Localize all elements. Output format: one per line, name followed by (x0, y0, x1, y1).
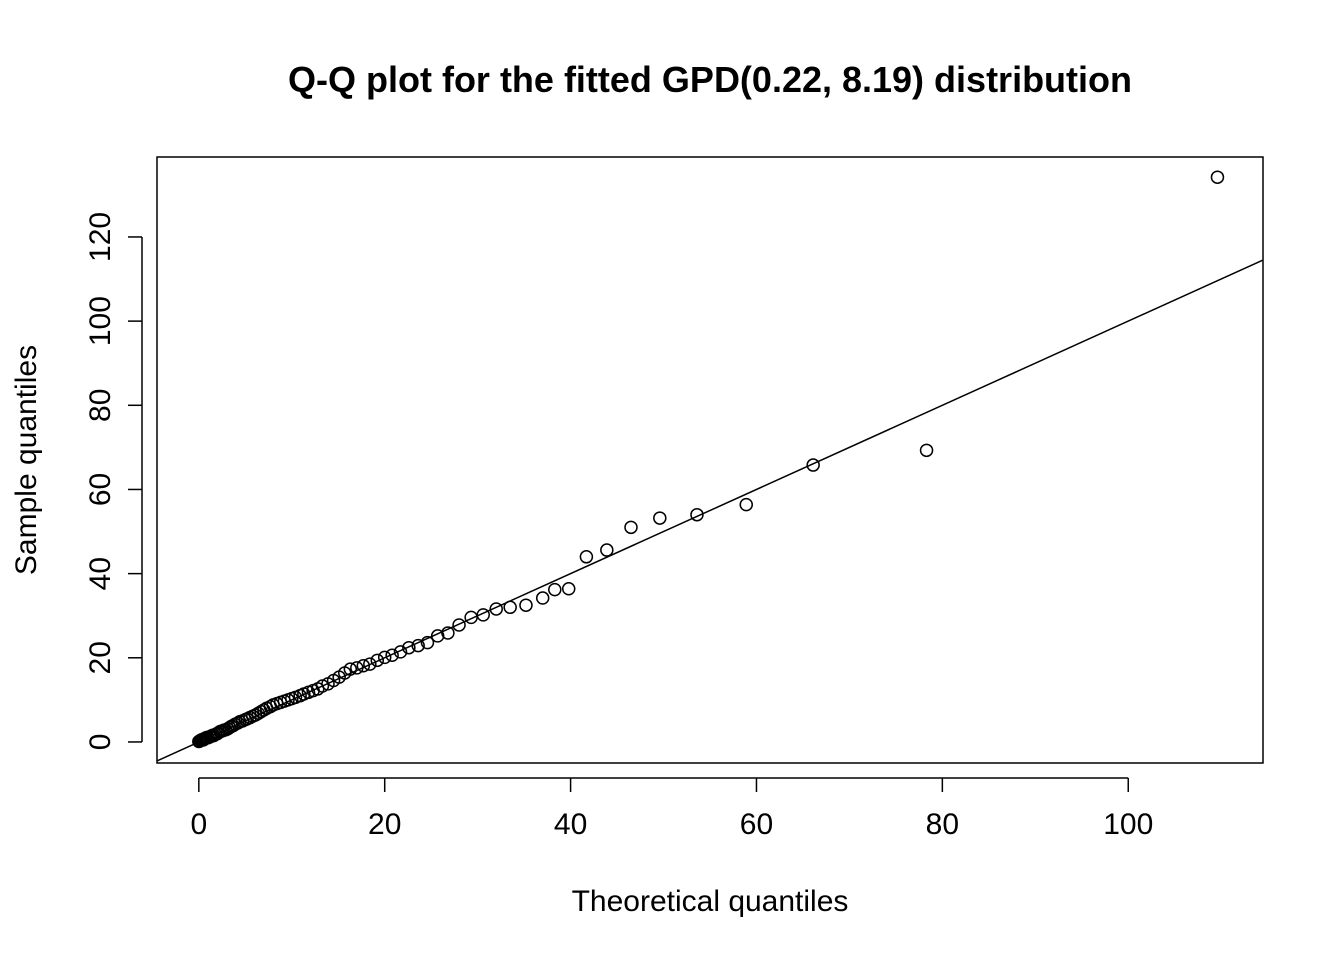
data-point (343, 662, 358, 676)
y-tick-label: 0 (84, 734, 117, 751)
data-point (385, 648, 399, 663)
data-point (503, 600, 517, 615)
x-axis-label: Theoretical quantiles (572, 885, 849, 918)
x-tick-label: 0 (190, 808, 207, 841)
data-point (806, 458, 820, 472)
y-tick-label: 20 (84, 641, 117, 674)
data-point (441, 626, 455, 640)
data-point (519, 598, 533, 612)
data-point (393, 645, 408, 659)
data-point (561, 582, 576, 596)
data-point (690, 507, 704, 522)
x-tick-label: 60 (740, 808, 773, 841)
data-point (919, 443, 934, 458)
data-point (653, 511, 667, 525)
data-point (350, 661, 364, 675)
y-tick-label: 40 (84, 557, 117, 590)
data-point (624, 520, 638, 535)
data-point (579, 550, 594, 564)
y-tick-label: 80 (84, 389, 117, 422)
data-point (356, 659, 371, 673)
data-point (420, 635, 435, 650)
y-axis: 0 20 40 60 80 100 120 (84, 212, 143, 751)
data-point (411, 638, 425, 653)
data-point (600, 543, 614, 557)
data-points (192, 170, 1225, 749)
data-point (430, 629, 445, 643)
plot-frame (156, 156, 1264, 764)
x-axis: 0 20 40 60 80 100 (190, 777, 1153, 841)
x-tick-label: 80 (926, 808, 959, 841)
y-axis-label: Sample quantiles (10, 345, 43, 575)
y-tick-label: 120 (84, 212, 117, 262)
data-point (476, 608, 490, 622)
data-point (1210, 170, 1225, 184)
data-point (739, 497, 753, 512)
y-tick-label: 100 (84, 296, 117, 346)
data-point (535, 591, 550, 605)
data-point (315, 679, 330, 693)
chart-title: Q-Q plot for the fitted GPD(0.22, 8.19) … (288, 59, 1132, 100)
data-point (489, 602, 503, 616)
y-tick-label: 60 (84, 473, 117, 506)
x-tick-label: 20 (368, 808, 401, 841)
data-point (452, 618, 466, 632)
x-tick-label: 40 (554, 808, 587, 841)
data-point (363, 657, 377, 671)
x-tick-label: 100 (1103, 808, 1153, 841)
data-point (548, 582, 562, 597)
data-point (377, 650, 392, 665)
data-point (402, 640, 416, 655)
data-point (370, 653, 385, 668)
